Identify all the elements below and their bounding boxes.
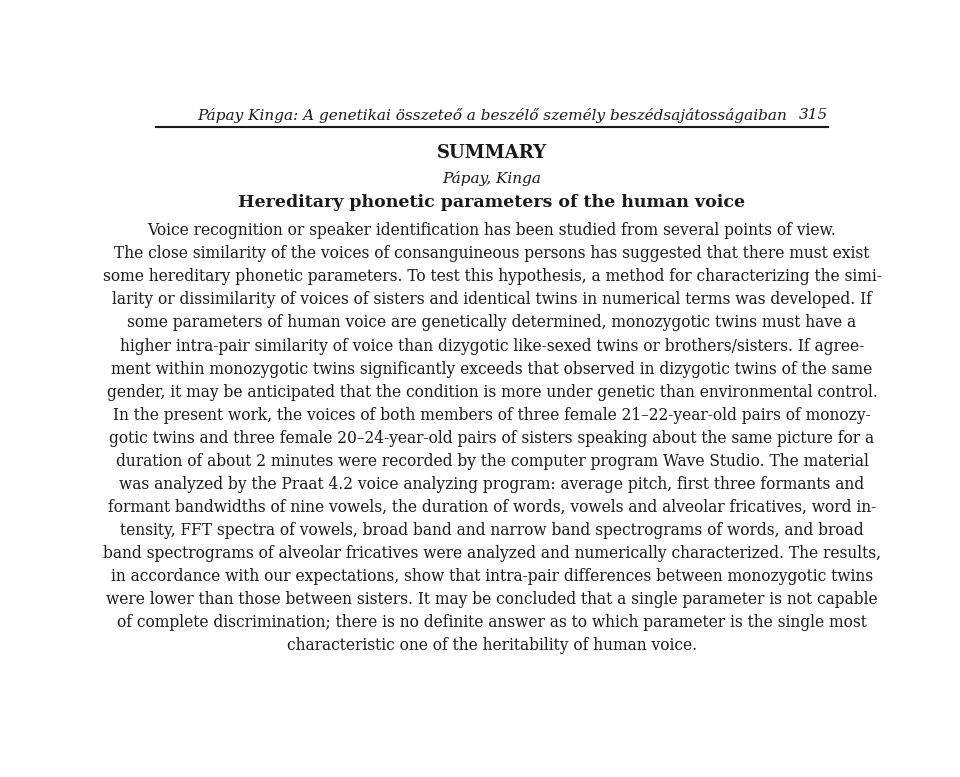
Text: were lower than those between sisters. It may be concluded that a single paramet: were lower than those between sisters. I… — [107, 591, 877, 608]
Text: Pápay, Kinga: Pápay, Kinga — [443, 171, 541, 186]
Text: duration of about 2 minutes were recorded by the computer program Wave Studio. T: duration of about 2 minutes were recorde… — [115, 453, 869, 469]
Text: formant bandwidths of nine vowels, the duration of words, vowels and alveolar fr: formant bandwidths of nine vowels, the d… — [108, 499, 876, 516]
Text: some hereditary phonetic parameters. To test this hypothesis, a method for chara: some hereditary phonetic parameters. To … — [103, 268, 881, 285]
Text: higher intra-pair similarity of voice than dizygotic like-sexed twins or brother: higher intra-pair similarity of voice th… — [120, 337, 864, 354]
Text: 315: 315 — [799, 108, 828, 122]
Text: larity or dissimilarity of voices of sisters and identical twins in numerical te: larity or dissimilarity of voices of sis… — [112, 291, 872, 308]
Text: was analyzed by the Praat 4.2 voice analyzing program: average pitch, first thre: was analyzed by the Praat 4.2 voice anal… — [119, 476, 865, 493]
Text: gotic twins and three female 20–24-year-old pairs of sisters speaking about the : gotic twins and three female 20–24-year-… — [109, 430, 875, 447]
Text: gender, it may be anticipated that the condition is more under genetic than envi: gender, it may be anticipated that the c… — [107, 384, 877, 401]
Text: characteristic one of the heritability of human voice.: characteristic one of the heritability o… — [287, 637, 697, 654]
Text: in accordance with our expectations, show that intra-pair differences between mo: in accordance with our expectations, sho… — [111, 568, 873, 585]
Text: ment within monozygotic twins significantly exceeds that observed in dizygotic t: ment within monozygotic twins significan… — [111, 361, 873, 378]
Text: Hereditary phonetic parameters of the human voice: Hereditary phonetic parameters of the hu… — [238, 193, 746, 211]
Text: The close similarity of the voices of consanguineous persons has suggested that : The close similarity of the voices of co… — [114, 246, 870, 263]
Text: Pápay Kinga: A genetikai összeteő a beszélő személy beszédsajátosságaiban: Pápay Kinga: A genetikai összeteő a besz… — [197, 108, 787, 123]
Text: SUMMARY: SUMMARY — [437, 144, 547, 162]
Text: band spectrograms of alveolar fricatives were analyzed and numerically character: band spectrograms of alveolar fricatives… — [103, 545, 881, 562]
Text: tensity, FFT spectra of vowels, broad band and narrow band spectrograms of words: tensity, FFT spectra of vowels, broad ba… — [120, 522, 864, 538]
Text: of complete discrimination; there is no definite answer as to which parameter is: of complete discrimination; there is no … — [117, 614, 867, 631]
Text: Voice recognition or speaker identification has been studied from several points: Voice recognition or speaker identificat… — [148, 222, 836, 239]
Text: some parameters of human voice are genetically determined, monozygotic twins mus: some parameters of human voice are genet… — [128, 315, 856, 332]
Text: In the present work, the voices of both members of three female 21–22-year-old p: In the present work, the voices of both … — [113, 406, 871, 423]
